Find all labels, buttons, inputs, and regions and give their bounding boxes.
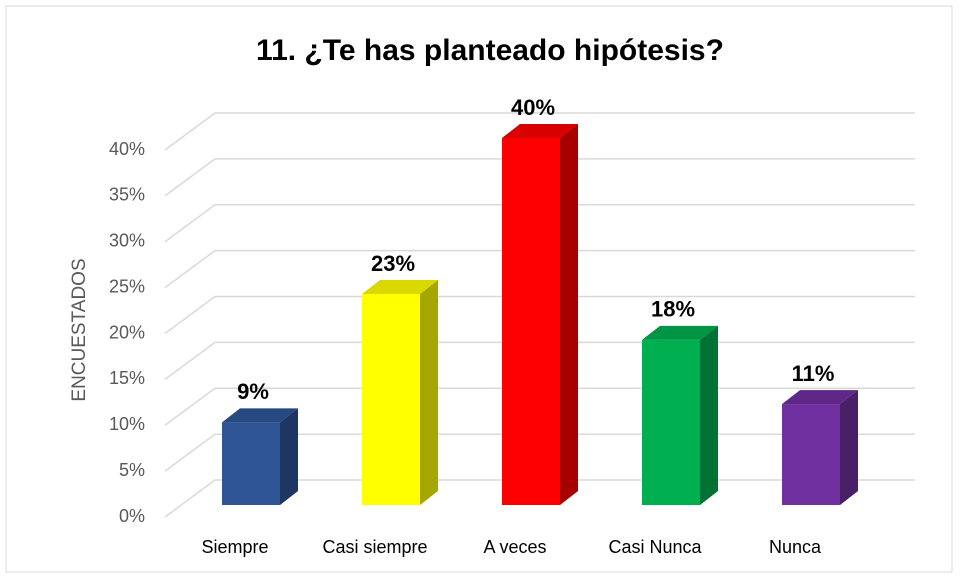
bar-side [840, 390, 858, 505]
bar [362, 293, 420, 505]
bar-top-shade [782, 390, 858, 405]
x-tick-label: Casi siempre [322, 537, 427, 557]
bar-top-shade [642, 325, 718, 340]
bar [502, 138, 560, 505]
data-label: 9% [237, 379, 269, 404]
y-tick-label: 5% [119, 460, 145, 480]
bar-side [560, 124, 578, 505]
data-label: 18% [651, 297, 695, 322]
bar-top [362, 279, 438, 294]
y-tick-label: 25% [109, 276, 145, 296]
bar-side-shade [560, 124, 578, 505]
bar [782, 404, 840, 505]
bar-top [642, 325, 718, 340]
bar-side-shade [280, 408, 298, 505]
bar [642, 339, 700, 505]
bar-side [700, 325, 718, 505]
grid-line [164, 295, 915, 335]
y-axis-label: ENCUESTADOS [69, 258, 90, 401]
bar-side-shade [840, 390, 858, 505]
y-tick-label: 0% [119, 506, 145, 526]
bar-top [502, 124, 578, 138]
x-tick-label: Casi Nunca [608, 537, 702, 557]
data-label: 40% [511, 95, 555, 120]
grid-line [164, 249, 915, 289]
bar-side-shade [420, 279, 438, 505]
x-tick-label: Siempre [201, 537, 268, 557]
x-tick-label: A veces [483, 537, 546, 557]
bar-top-shade [222, 408, 298, 423]
x-tick-label: Nunca [769, 537, 822, 557]
bar-top-shade [502, 124, 578, 138]
bar-side [280, 408, 298, 505]
chart-title: 11. ¿Te has planteado hipótesis? [256, 34, 724, 67]
grid-line [164, 158, 915, 197]
y-tick-label: 15% [109, 368, 145, 388]
bar-side-shade [700, 325, 718, 505]
bar-top [222, 408, 298, 423]
bar [222, 422, 280, 505]
y-tick-label: 30% [109, 231, 145, 251]
y-tick-label: 35% [109, 185, 145, 205]
bar-side [420, 279, 438, 505]
grid-line [164, 112, 915, 151]
y-tick-label: 20% [109, 322, 145, 342]
y-tick-label: 40% [109, 139, 145, 159]
data-label: 23% [371, 251, 415, 276]
bar-top-shade [362, 279, 438, 294]
y-tick-label: 10% [109, 414, 145, 434]
bar-top [782, 390, 858, 405]
grid-line [164, 204, 915, 243]
data-label: 11% [792, 361, 835, 386]
